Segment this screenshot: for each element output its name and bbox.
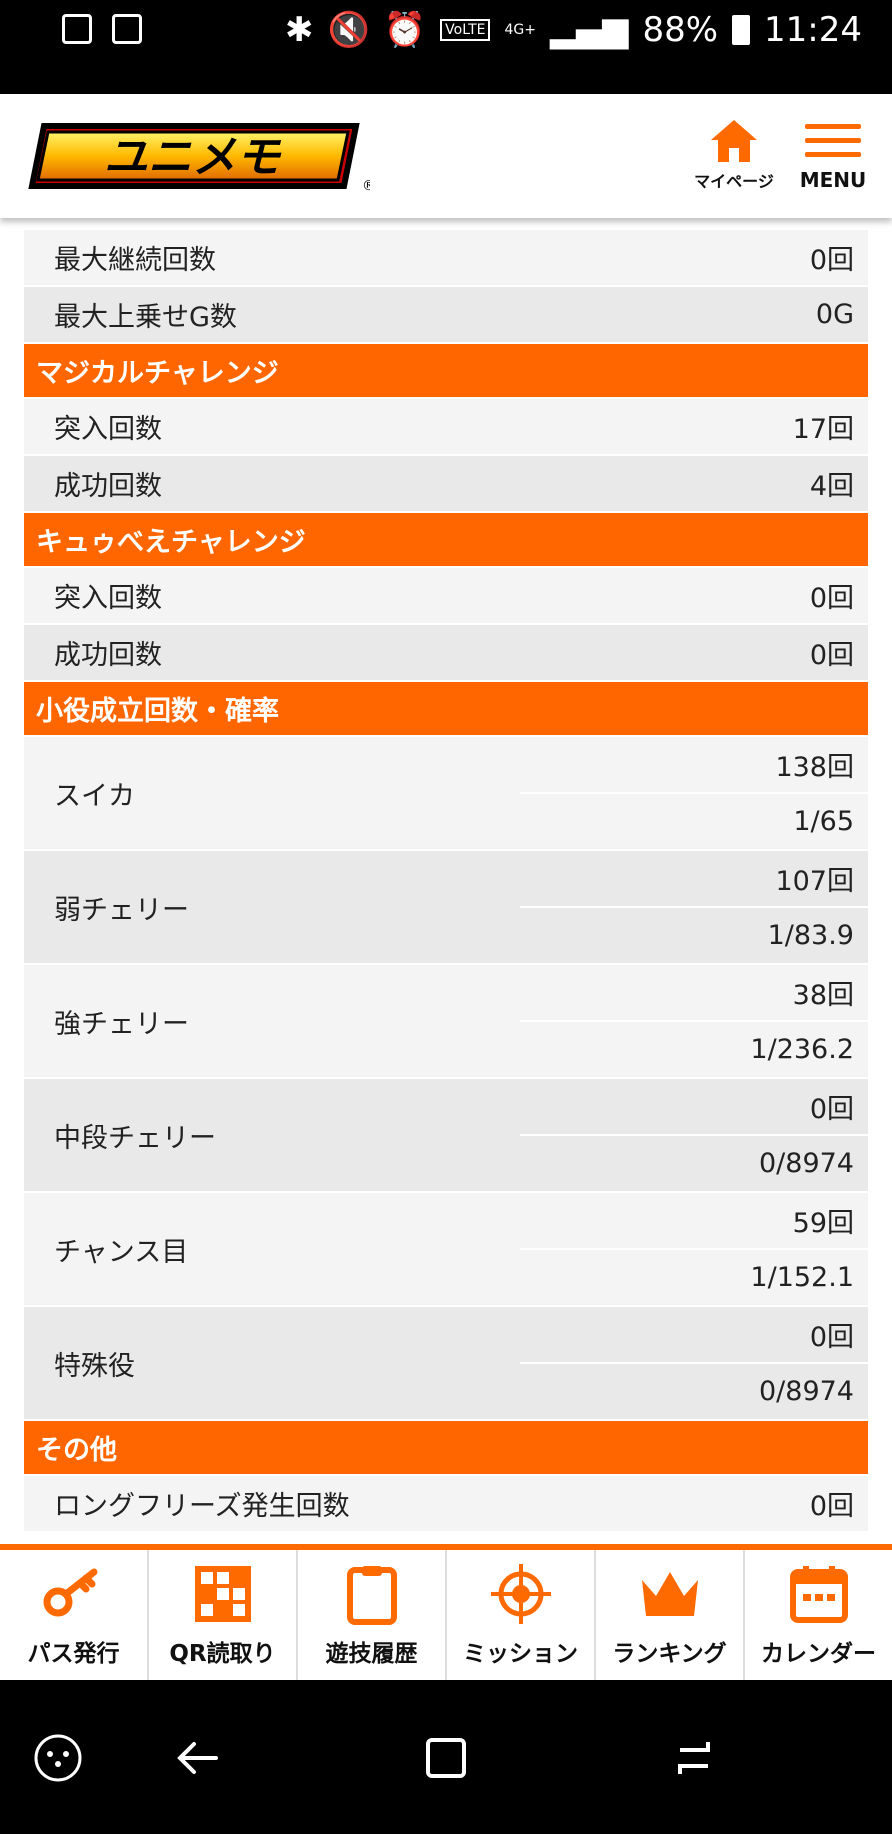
section-header-other: その他 bbox=[24, 1421, 868, 1476]
signal-icon: ▂▄▆ bbox=[549, 10, 629, 50]
tab-mission[interactable]: ミッション bbox=[447, 1550, 596, 1680]
back-icon[interactable] bbox=[172, 1732, 224, 1784]
mypage-label: マイページ bbox=[694, 172, 774, 191]
hamburger-icon bbox=[805, 124, 861, 129]
table-row: 成功回数 0回 bbox=[24, 625, 868, 682]
app-header: ユニメモ ® マイページ MENU bbox=[0, 94, 892, 218]
mypage-button[interactable]: マイページ bbox=[692, 118, 776, 198]
tab-ranking[interactable]: ランキング bbox=[596, 1550, 745, 1680]
image-icon bbox=[112, 14, 142, 44]
mute-icon: 🔇 bbox=[327, 10, 370, 50]
key-icon bbox=[43, 1568, 97, 1617]
clipboard-icon bbox=[346, 1566, 397, 1625]
table-row: 突入回数 17回 bbox=[24, 399, 868, 456]
table-row: スイカ 138回 1/65 bbox=[24, 737, 868, 851]
menu-label: MENU bbox=[799, 168, 867, 192]
section-header-magical: マジカルチャレンジ bbox=[24, 344, 868, 399]
volte-badge: VoLTE bbox=[440, 19, 491, 41]
tab-qr[interactable]: QR読取り bbox=[149, 1550, 298, 1680]
home-icon bbox=[711, 120, 757, 162]
target-icon bbox=[490, 1564, 551, 1624]
section-header-kyubey: キュゥべえチャレンジ bbox=[24, 513, 868, 568]
recents-icon[interactable] bbox=[668, 1732, 720, 1784]
table-row: 弱チェリー 107回 1/83.9 bbox=[24, 851, 868, 965]
table-row: ロングフリーズ発生回数 0回 bbox=[24, 1476, 868, 1533]
home-nav-icon[interactable] bbox=[420, 1732, 472, 1784]
bottom-tab-bar: パス発行 QR読取り 遊技履歴 ミッション ランキング bbox=[0, 1544, 892, 1680]
table-row: 特殊役 0回 0/8974 bbox=[24, 1307, 868, 1421]
table-row: 成功回数 4回 bbox=[24, 456, 868, 513]
battery-percent: 88% bbox=[642, 10, 719, 50]
notification-icon bbox=[62, 14, 92, 44]
bluetooth-icon: ✱ bbox=[284, 10, 314, 50]
battery-icon bbox=[732, 15, 751, 45]
svg-text:ユニメモ: ユニメモ bbox=[104, 132, 282, 183]
table-row: 最大上乗せG数 0G bbox=[24, 287, 868, 344]
section-header-koyaku: 小役成立回数・確率 bbox=[24, 682, 868, 737]
table-row: 最大継続回数 0回 bbox=[24, 230, 868, 287]
status-bar: ✱ 🔇 ⏰ VoLTE 4G+ ▂▄▆ 88% 11:24 bbox=[0, 0, 892, 94]
table-row: 突入回数 0回 bbox=[24, 568, 868, 625]
clock: 11:24 bbox=[764, 10, 862, 50]
table-row: 中段チェリー 0回 0/8974 bbox=[24, 1079, 868, 1193]
stats-table: 最大継続回数 0回 最大上乗せG数 0G マジカルチャレンジ 突入回数 17回 … bbox=[24, 230, 868, 1533]
tab-history[interactable]: 遊技履歴 bbox=[298, 1550, 447, 1680]
alarm-icon: ⏰ bbox=[383, 10, 427, 50]
tab-pass[interactable]: パス発行 bbox=[0, 1550, 149, 1680]
logo[interactable]: ユニメモ ® bbox=[26, 118, 370, 194]
svg-text:®: ® bbox=[362, 178, 370, 194]
crown-icon bbox=[641, 1572, 698, 1616]
calendar-icon bbox=[789, 1566, 848, 1623]
table-row: チャンス目 59回 1/152.1 bbox=[24, 1193, 868, 1307]
qr-icon bbox=[194, 1566, 251, 1622]
system-nav-bar bbox=[0, 1680, 892, 1834]
stats-content[interactable]: 最大継続回数 0回 最大上乗せG数 0G マジカルチャレンジ 突入回数 17回 … bbox=[0, 218, 892, 1548]
table-row: 強チェリー 38回 1/236.2 bbox=[24, 965, 868, 1079]
tab-calendar[interactable]: カレンダー bbox=[745, 1550, 892, 1680]
menu-button[interactable]: MENU bbox=[798, 124, 868, 198]
game-tools-icon[interactable] bbox=[32, 1732, 84, 1784]
network-label: 4G+ bbox=[504, 22, 536, 38]
